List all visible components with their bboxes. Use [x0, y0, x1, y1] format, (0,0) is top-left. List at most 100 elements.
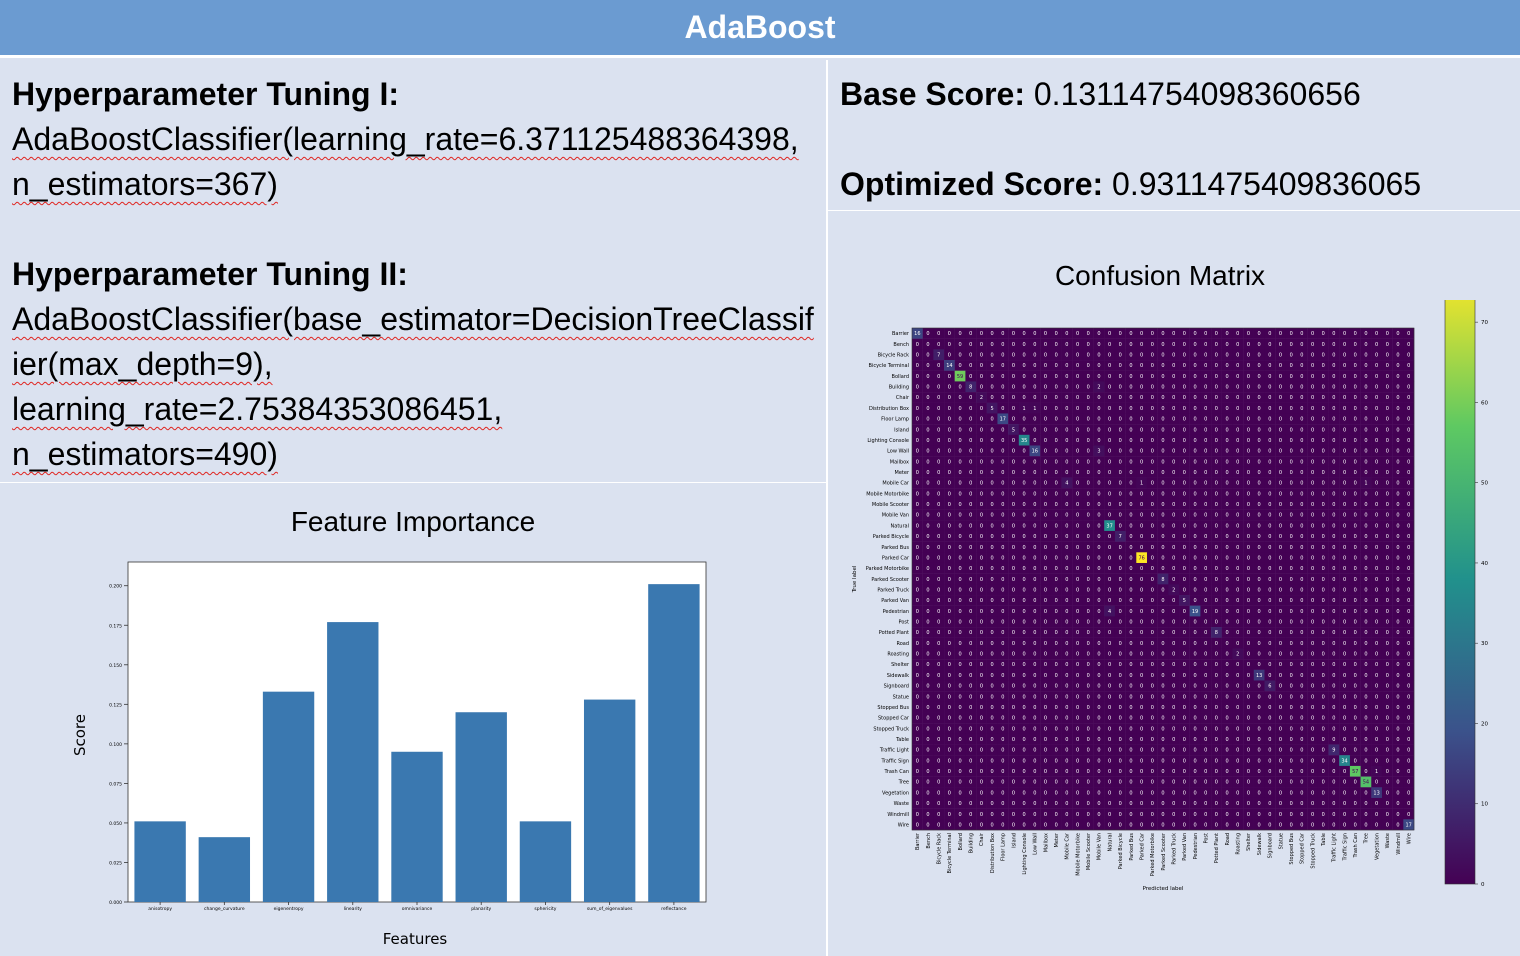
- cm-cell-value: 0: [1087, 822, 1090, 828]
- cm-cell-value: 0: [1172, 523, 1175, 529]
- cm-cell-value: 0: [991, 449, 994, 455]
- cm-cell-value: 0: [1108, 470, 1111, 476]
- cm-cell-value: 0: [937, 801, 940, 807]
- cm-cell: [1061, 328, 1073, 339]
- cm-cell-value: 0: [1183, 790, 1186, 796]
- cm-cell-value: 0: [991, 342, 994, 348]
- cm-cell-value: 0: [1396, 748, 1399, 754]
- cm-cell-value: 0: [1290, 726, 1293, 732]
- cm-cell-value: 0: [1151, 780, 1154, 786]
- cm-cell: [1243, 562, 1254, 574]
- cm-cell-value: 0: [958, 417, 961, 423]
- cm-cell-value: 0: [1012, 406, 1015, 412]
- cm-cell-value: 0: [958, 705, 961, 711]
- cm-cell-value: 0: [980, 491, 983, 497]
- bar-anisotropy: [134, 821, 186, 902]
- cm-cell-value: 0: [948, 470, 951, 476]
- cm-cell-value: 0: [1268, 620, 1271, 626]
- cm-cell-value: 0: [1151, 748, 1154, 754]
- cm-cell-value: 0: [1151, 331, 1154, 337]
- cm-cell-value: 0: [1204, 587, 1207, 593]
- cm-cell: [1157, 477, 1169, 489]
- cm-cell-value: 0: [1225, 417, 1228, 423]
- cm-cell-value: 0: [1279, 331, 1282, 337]
- cm-cell: [933, 616, 945, 628]
- cm-cell-value: 0: [1343, 427, 1346, 433]
- cm-cell-value: 0: [937, 577, 940, 583]
- cm-cell: [1189, 509, 1201, 521]
- cm-cell: [1040, 434, 1052, 446]
- cm-cell-value: 0: [1161, 662, 1164, 668]
- cm-row-label: Island: [894, 427, 909, 433]
- y-tick-label: 0.000: [109, 900, 122, 906]
- cm-cell-value: 0: [1033, 587, 1036, 593]
- cm-cell-value: 4: [1065, 481, 1068, 487]
- cm-cell-value: 0: [1044, 470, 1047, 476]
- cm-cell-value: 0: [1236, 684, 1239, 690]
- cm-cell-value: 0: [991, 331, 994, 337]
- cm-cell-value: 0: [1076, 502, 1079, 508]
- cm-cell-value: 0: [1097, 459, 1100, 465]
- cm-cell: [1189, 402, 1201, 414]
- cm-cell-value: 0: [980, 790, 983, 796]
- cm-cell: [1360, 595, 1372, 606]
- cm-cell: [1211, 562, 1222, 574]
- cm-cell-value: 0: [1108, 331, 1111, 337]
- cm-cell-value: 0: [1119, 705, 1122, 711]
- cm-cell-value: 0: [1151, 726, 1154, 732]
- cm-cell-value: 0: [1161, 716, 1164, 722]
- cm-cell-value: 0: [980, 694, 983, 700]
- cm-cell-value: 0: [1354, 555, 1357, 561]
- cm-cell: [1125, 456, 1137, 468]
- cm-cell: [986, 456, 998, 468]
- cm-cell-value: 0: [1332, 705, 1335, 711]
- tuning-2-code-b: learning_rate=2.75384353086451,: [12, 391, 503, 427]
- cm-cell: [1392, 434, 1404, 446]
- cm-cell-value: 0: [1343, 513, 1346, 519]
- cm-cell: [1146, 434, 1158, 446]
- cm-cell-value: 0: [1076, 523, 1079, 529]
- cm-cell: [1008, 349, 1020, 361]
- cm-cell-value: 0: [1033, 577, 1036, 583]
- cm-cell: [1061, 584, 1073, 596]
- cm-cell-value: 0: [1108, 481, 1111, 487]
- cm-cell-value: 0: [948, 417, 951, 423]
- cm-cell-value: 0: [1225, 758, 1228, 764]
- cm-cell: [1040, 648, 1052, 660]
- cm-cell: [1349, 392, 1361, 403]
- cm-cell-value: 0: [1311, 395, 1314, 401]
- cm-cell: [1125, 530, 1137, 542]
- cm-cell: [1307, 445, 1319, 457]
- cm-cell: [1275, 562, 1287, 574]
- cm-cell-value: 0: [1012, 385, 1015, 391]
- cm-cell: [1243, 605, 1254, 617]
- cm-cell: [1296, 328, 1308, 339]
- cm-cell: [1200, 648, 1212, 660]
- cm-cell: [1104, 498, 1116, 510]
- cm-col-label: Post: [1204, 833, 1210, 844]
- cm-cell-value: 0: [1033, 684, 1036, 690]
- cm-cell-value: 0: [1332, 534, 1335, 540]
- cm-cell-value: 0: [1396, 417, 1399, 423]
- cm-cell-value: 0: [980, 523, 983, 529]
- cm-cell-value: 0: [1204, 780, 1207, 786]
- cm-cell-value: 0: [1108, 758, 1111, 764]
- cm-cell: [1189, 328, 1201, 339]
- cm-cell: [1328, 370, 1340, 382]
- cm-cell-value: 0: [1076, 662, 1079, 668]
- cm-cell: [1328, 488, 1340, 500]
- cm-cell-value: 0: [991, 438, 994, 444]
- cm-cell-value: 0: [1332, 566, 1335, 572]
- cm-cell: [1072, 392, 1084, 403]
- cm-cell: [1221, 680, 1233, 692]
- cm-cell: [1211, 509, 1222, 521]
- cm-cell: [1371, 530, 1383, 542]
- cm-cell-value: 0: [1183, 427, 1186, 433]
- cm-cell-value: 0: [1407, 491, 1410, 497]
- cm-cell: [1307, 627, 1319, 638]
- cm-cell-value: 0: [1311, 438, 1314, 444]
- cm-cell-value: 0: [1001, 598, 1004, 604]
- cm-cell: [1029, 498, 1041, 510]
- cm-cell: [1082, 498, 1094, 510]
- cm-cell-value: 0: [916, 342, 919, 348]
